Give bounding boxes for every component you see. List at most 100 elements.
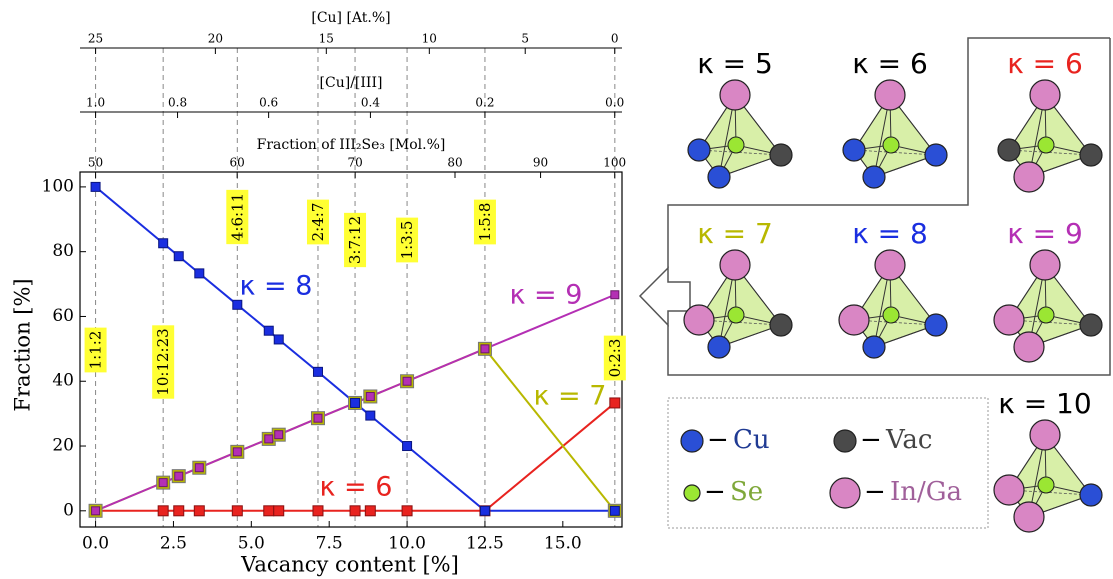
marker <box>611 291 619 299</box>
x-tick-label: 15.0 <box>544 534 582 554</box>
atom <box>883 137 899 153</box>
top-tick-label: 1.0 <box>86 96 105 110</box>
y-tick-label: 0 <box>63 500 74 520</box>
composition-label: 4:6:11 <box>226 190 248 244</box>
marker <box>351 398 360 407</box>
legend-symbol <box>830 478 860 508</box>
marker <box>350 506 360 516</box>
top-axis-title: Fraction of III₂Se₃ [Mol.%] <box>257 137 446 153</box>
panel-label: κ = 7 <box>697 217 773 250</box>
marker <box>403 442 412 451</box>
series-label: κ = 7 <box>534 381 607 412</box>
composition-text: 3:7:12 <box>346 216 364 264</box>
marker <box>314 414 322 422</box>
atom <box>1038 477 1054 493</box>
panel-label: κ = 6 <box>1007 47 1083 80</box>
tetrahedron <box>684 250 792 358</box>
marker <box>195 464 203 472</box>
series-label: κ = 8 <box>240 271 313 302</box>
marker <box>365 506 375 516</box>
tetrahedron <box>994 250 1102 362</box>
top-axis-title: [Cu]/[III] <box>320 75 383 91</box>
marker <box>275 431 283 439</box>
x-tick-label: 10.0 <box>388 534 426 554</box>
y-tick-label: 60 <box>52 306 74 326</box>
composition-text: 1:3:5 <box>398 221 416 260</box>
marker <box>265 435 273 443</box>
composition-text: 1:1:2 <box>87 331 105 370</box>
atom <box>1080 144 1102 166</box>
series-label: κ = 9 <box>510 280 583 311</box>
legend-symbol <box>684 485 700 501</box>
atom <box>875 250 905 280</box>
composition-text: 2:4:7 <box>309 203 327 242</box>
marker <box>159 479 167 487</box>
atom <box>1030 420 1060 450</box>
y-tick-label: 100 <box>42 176 74 196</box>
legend-label: In/Ga <box>890 477 962 507</box>
x-axis-title: Vacancy content [%] <box>240 553 459 577</box>
y-axis-title: Fraction [%] <box>11 278 35 411</box>
marker <box>481 345 489 353</box>
panel-label: κ = 5 <box>697 47 773 80</box>
atom <box>688 139 710 161</box>
top-tick-label: 50 <box>88 156 103 170</box>
composition-label: 0:2:3 <box>604 336 626 381</box>
marker <box>313 367 322 376</box>
marker <box>194 506 204 516</box>
legend-dash: − <box>704 477 726 507</box>
atom <box>1030 80 1060 110</box>
top-tick-label: 0.2 <box>475 96 494 110</box>
marker <box>264 326 273 335</box>
legend-dash: − <box>707 425 729 455</box>
marker <box>480 506 489 515</box>
top-tick-label: 70 <box>348 156 363 170</box>
marker <box>274 335 283 344</box>
composition-label: 1:1:2 <box>85 328 107 373</box>
composition-label: 1:5:8 <box>474 200 496 245</box>
legend-dash: − <box>864 477 886 507</box>
legend-symbol <box>681 430 703 452</box>
top-tick-label: 10 <box>422 32 437 46</box>
composition-label: 2:4:7 <box>307 200 329 245</box>
series-label: κ = 6 <box>320 472 393 503</box>
marker <box>402 506 412 516</box>
atom <box>925 314 947 336</box>
top-tick-label: 25 <box>88 32 103 46</box>
x-tick-label: 0.0 <box>82 534 109 554</box>
atom <box>875 80 905 110</box>
atom <box>770 314 792 336</box>
marker <box>313 506 323 516</box>
x-tick-label: 7.5 <box>316 534 343 554</box>
atom <box>1030 250 1060 280</box>
atom <box>1038 137 1054 153</box>
marker <box>233 300 242 309</box>
figure: Vacancy content [%] Fraction [%] 0.02.55… <box>0 0 1113 579</box>
top-tick-label: 15 <box>319 32 334 46</box>
atom <box>863 166 885 188</box>
atom <box>708 336 730 358</box>
atom <box>720 80 750 110</box>
composition-text: 0:2:3 <box>606 339 624 378</box>
legend-dash: − <box>860 425 882 455</box>
marker <box>233 448 241 456</box>
panel-label: κ = 10 <box>998 387 1091 420</box>
legend-symbol <box>834 430 856 452</box>
top-tick-label: 80 <box>447 156 462 170</box>
marker <box>159 239 168 248</box>
top-tick-label: 0.6 <box>259 96 278 110</box>
marker <box>91 182 100 191</box>
atom <box>728 137 744 153</box>
x-tick-label: 5.0 <box>238 534 265 554</box>
marker <box>158 506 168 516</box>
marker <box>610 398 620 408</box>
page: Vacancy content [%] Fraction [%] 0.02.55… <box>0 0 1113 579</box>
top-axis-title: [Cu] [At.%] <box>311 10 390 26</box>
top-tick-label: 100 <box>603 156 626 170</box>
panel-label: κ = 8 <box>852 217 928 250</box>
top-tick-label: 90 <box>533 156 548 170</box>
arrow <box>640 268 690 325</box>
composition-text: 4:6:11 <box>228 193 246 241</box>
y-tick-label: 40 <box>52 371 74 391</box>
panel-label: κ = 6 <box>852 47 928 80</box>
